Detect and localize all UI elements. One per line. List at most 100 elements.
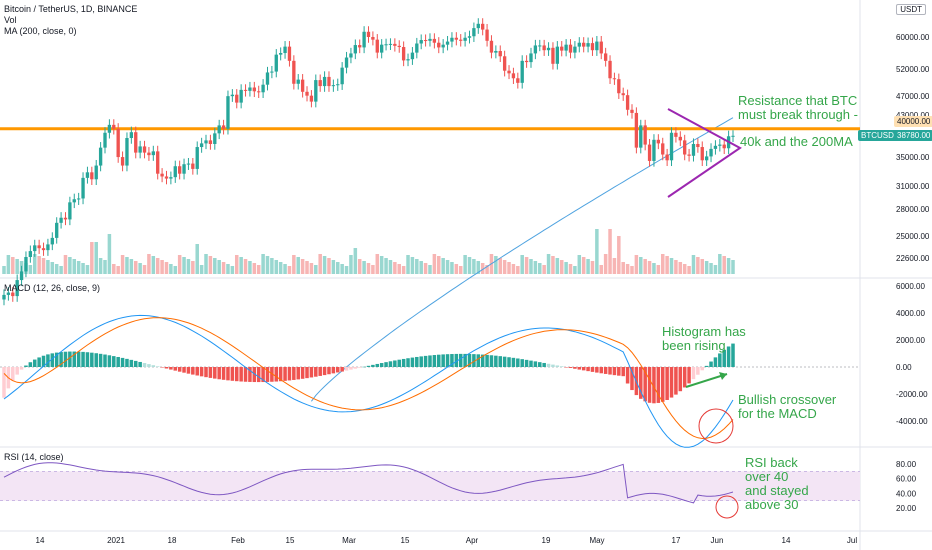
volume-bar (226, 264, 230, 274)
macd-histogram-bar (590, 367, 595, 372)
macd-histogram-bar (559, 366, 564, 367)
candle-body (41, 248, 46, 251)
macd-histogram-bar (322, 367, 327, 376)
candle-body (120, 157, 125, 166)
macd-histogram-bar (11, 367, 15, 381)
candle-body (704, 156, 709, 161)
volume-bar (599, 265, 604, 274)
candle-body (98, 147, 103, 166)
ma-legend: MA (200, close, 0) (4, 26, 77, 36)
macd-histogram-bar (621, 367, 625, 377)
candle-body (380, 44, 384, 53)
volume-bar (169, 264, 173, 274)
volume-bar (384, 258, 388, 274)
candle-body (687, 154, 691, 156)
volume-bar (371, 265, 375, 274)
candle-body (450, 37, 454, 42)
macd-histogram-bar (164, 367, 169, 369)
macd-histogram-bar (652, 367, 656, 404)
candle-body (634, 112, 639, 148)
macd-axis-tick: 2000.00 (896, 336, 925, 345)
volume-bar (731, 260, 735, 274)
candle-body (138, 146, 142, 153)
macd-histogram-bar (485, 354, 489, 367)
macd-histogram-bar (669, 367, 674, 398)
macd-histogram-bar (612, 367, 617, 376)
volume-bar (458, 266, 463, 274)
volume-bar (357, 259, 362, 274)
volume-bar (125, 257, 129, 274)
macd-histogram-bar (85, 352, 90, 367)
candle-body (55, 222, 59, 238)
candle-body (542, 45, 546, 51)
resistance-annotation-line2: must break through - (738, 107, 858, 122)
candle-body (529, 53, 533, 63)
histogram-arrow (685, 373, 728, 388)
crossover-annotation-line2: for the MACD (738, 406, 817, 421)
time-axis-tick: 18 (168, 536, 177, 545)
volume-bar (204, 254, 208, 274)
volume-bar (687, 266, 691, 274)
volume-bar (164, 262, 169, 274)
macd-histogram-bar (76, 351, 81, 367)
macd-histogram-bar (41, 355, 46, 367)
currency-badge[interactable]: USDT (896, 4, 926, 15)
volume-bar (234, 255, 239, 274)
candle-body (252, 87, 256, 92)
macd-axis-tick: 6000.00 (896, 282, 925, 291)
volume-bar (239, 257, 243, 274)
resistance-annotation: Resistance that BTC must break through - (738, 94, 858, 122)
candle-body (296, 79, 300, 84)
volume-bar (133, 261, 138, 274)
volume-bar (674, 260, 678, 274)
volume-bar (551, 256, 555, 274)
candle-body (489, 40, 494, 53)
volume-bar (612, 258, 617, 274)
volume-bar (718, 254, 722, 274)
volume-bar (37, 256, 41, 274)
price-axis-tick: 43000.00 (896, 111, 930, 120)
candle-body (221, 125, 226, 129)
candle-body (691, 143, 696, 156)
volume-bar (287, 266, 292, 274)
volume-bar (94, 242, 98, 274)
macd-histogram-bar (208, 367, 213, 378)
volume-bar (476, 261, 481, 274)
volume-bar (722, 256, 726, 274)
candle-body (612, 78, 617, 80)
macd-histogram-bar (502, 356, 507, 367)
macd-histogram-bar (674, 367, 678, 395)
volume-bar (138, 263, 142, 274)
volume-bar (494, 256, 498, 274)
macd-histogram-bar (340, 367, 344, 372)
candle-body (564, 44, 568, 51)
macd-axis-tick: -4000.00 (896, 417, 928, 426)
macd-histogram-bar (406, 358, 410, 367)
macd-histogram-bar (393, 360, 397, 367)
macd-histogram-bar (533, 361, 538, 367)
macd-histogram-bar (213, 367, 217, 379)
candle-body (2, 294, 6, 300)
candle-body (24, 257, 28, 272)
volume-bar (72, 259, 77, 274)
macd-histogram-bar (445, 354, 450, 367)
macd-histogram-bar (371, 364, 375, 367)
resistance-annotation-line3: 40k and the 200MA (740, 134, 853, 149)
macd-histogram-bar (467, 353, 472, 367)
macd-histogram-bar (19, 367, 24, 370)
volume-bar (498, 258, 503, 274)
candle-body (709, 148, 713, 157)
volume-bar (6, 255, 11, 274)
candle-body (590, 43, 595, 51)
candle-body (568, 44, 573, 53)
macd-histogram-bar (713, 357, 718, 367)
candle-body (204, 140, 208, 144)
candle-body (661, 143, 665, 155)
histogram-arrow-head (719, 372, 727, 380)
volume-bar (520, 255, 524, 274)
volume-bar (480, 263, 485, 274)
candle-body (371, 37, 375, 40)
macd-histogram-bar (529, 360, 533, 367)
candle-body (582, 42, 586, 47)
volume-bar (208, 256, 213, 274)
